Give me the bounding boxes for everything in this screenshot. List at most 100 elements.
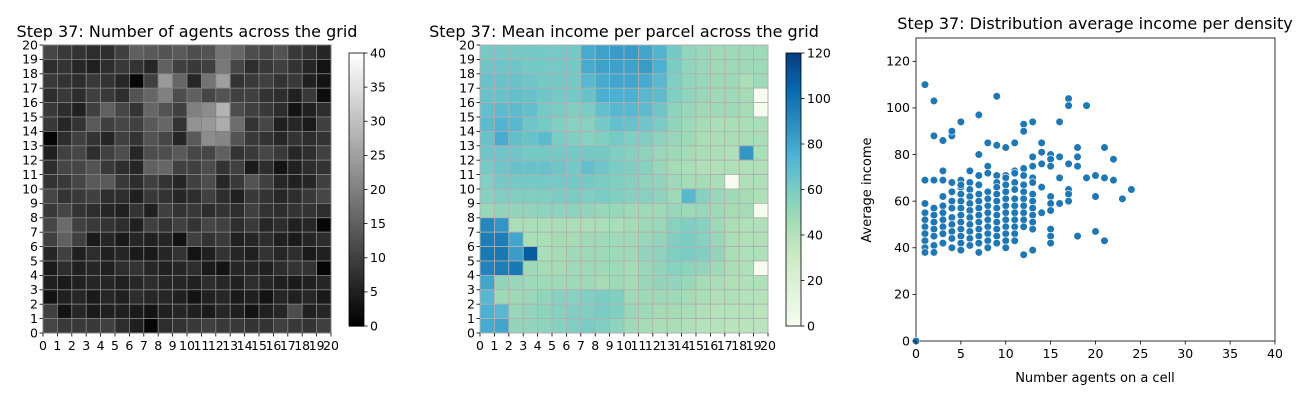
colorbar-segment [349,275,364,279]
colorbar-segment [349,257,364,261]
heatmap-cell [652,59,668,75]
heatmap-cell [652,289,668,305]
heatmap-cell [537,289,553,305]
colorbar-tick-label: 80 [807,136,823,151]
heatmap-cell [229,59,245,75]
heatmap-cell [272,102,289,118]
scatter-point [1037,183,1046,192]
heatmap-cell [695,73,711,89]
heatmap-cell [42,260,58,276]
heatmap-cell [566,303,582,320]
scatter-point [1010,178,1019,187]
heatmap-cell [57,130,73,147]
heatmap-cell [724,87,740,103]
colorbar-segment [786,62,801,65]
heatmap-cell [244,102,260,118]
heatmap-cell [638,73,654,89]
heatmap-cell [508,130,524,147]
heatmap-cell [522,159,539,175]
heatmap-cell [128,102,145,118]
heatmap-cell [537,217,553,233]
heatmap-cell [681,102,697,118]
heatmap-cell [566,188,582,204]
heatmap-cell [316,260,332,276]
heatmap-cell [157,303,173,320]
heatmap-cell [681,217,697,233]
heatmap-cell [200,73,217,89]
colorbar-segment [349,103,364,106]
colorbar-segment [349,305,364,309]
heatmap-cell [229,260,245,276]
heatmap-cell [244,174,260,190]
colorbar-segment [349,205,364,209]
heatmap-cell [128,231,145,247]
heatmap-cell [258,289,274,305]
y-tick-label: 14 [22,124,38,139]
heatmap-cell [143,159,159,175]
heatmap-cell [215,174,231,190]
heatmap-cell [229,102,245,118]
colorbar-segment [786,55,801,59]
heatmap-cell [157,217,173,233]
y-tick-label: 10 [22,181,38,196]
colorbar-segment [349,123,364,127]
heatmap-cell [128,303,145,320]
colorbar-tick-label: 35 [370,79,386,94]
heatmap-cell [244,289,260,305]
heatmap-cell [200,303,217,320]
scatter-point [929,248,939,257]
colorbar-segment [349,53,364,56]
heatmap-cell [143,289,159,305]
heatmap-cell [186,145,202,161]
colorbar-segment [786,262,801,266]
heatmap-cell [143,260,159,276]
heatmap-cell [172,260,188,276]
x-tick-label: 17 [280,338,296,353]
heatmap-cell [724,116,740,132]
colorbar-segment [349,91,364,95]
heatmap-cell [753,73,769,89]
heatmap-cell [666,174,683,190]
heatmap-cell [551,231,567,247]
colorbar-segment [349,280,364,284]
heatmap-cell [623,260,639,276]
scatter-point [992,225,1001,234]
scatter-point [992,197,1001,206]
heatmap-cell [508,303,524,320]
colorbar-segment [786,141,801,145]
scatter-point [974,110,983,120]
colorbar-segment [786,128,801,131]
heatmap-cell [244,202,260,219]
heatmap-cell [508,145,524,161]
scatter-point [983,194,992,203]
y-tick-label: 0 [902,333,910,348]
colorbar-segment [349,239,364,243]
heatmap-cell [229,87,245,103]
colorbar-segment [786,260,801,263]
heatmap-cell [71,59,87,75]
scatter-point [1028,152,1037,161]
heatmap-cell [316,289,332,305]
heatmap-cell [623,87,639,103]
scatter-point [1037,138,1046,147]
heatmap-cell [229,318,245,334]
heatmap-cell [594,303,611,320]
heatmap-cell [594,87,611,103]
heatmap-cell [522,303,539,320]
colorbar-segment [349,266,364,270]
heatmap-cell [738,274,755,291]
colorbar-segment [786,214,801,218]
colorbar-segment [786,300,801,304]
heatmap-cell [229,217,245,233]
heatmap-cell [100,231,116,247]
scatter-point [920,248,930,257]
heatmap-cell [229,130,245,147]
heatmap-cell [172,188,188,204]
heatmap-cell [200,59,217,75]
heatmap-cell [666,130,683,147]
scatter-point [1019,201,1028,210]
heatmap-cell [85,274,101,291]
scatter-plot-area [915,37,1276,342]
y-tick-label: 20 [894,287,910,302]
heatmap-cell [566,260,582,276]
